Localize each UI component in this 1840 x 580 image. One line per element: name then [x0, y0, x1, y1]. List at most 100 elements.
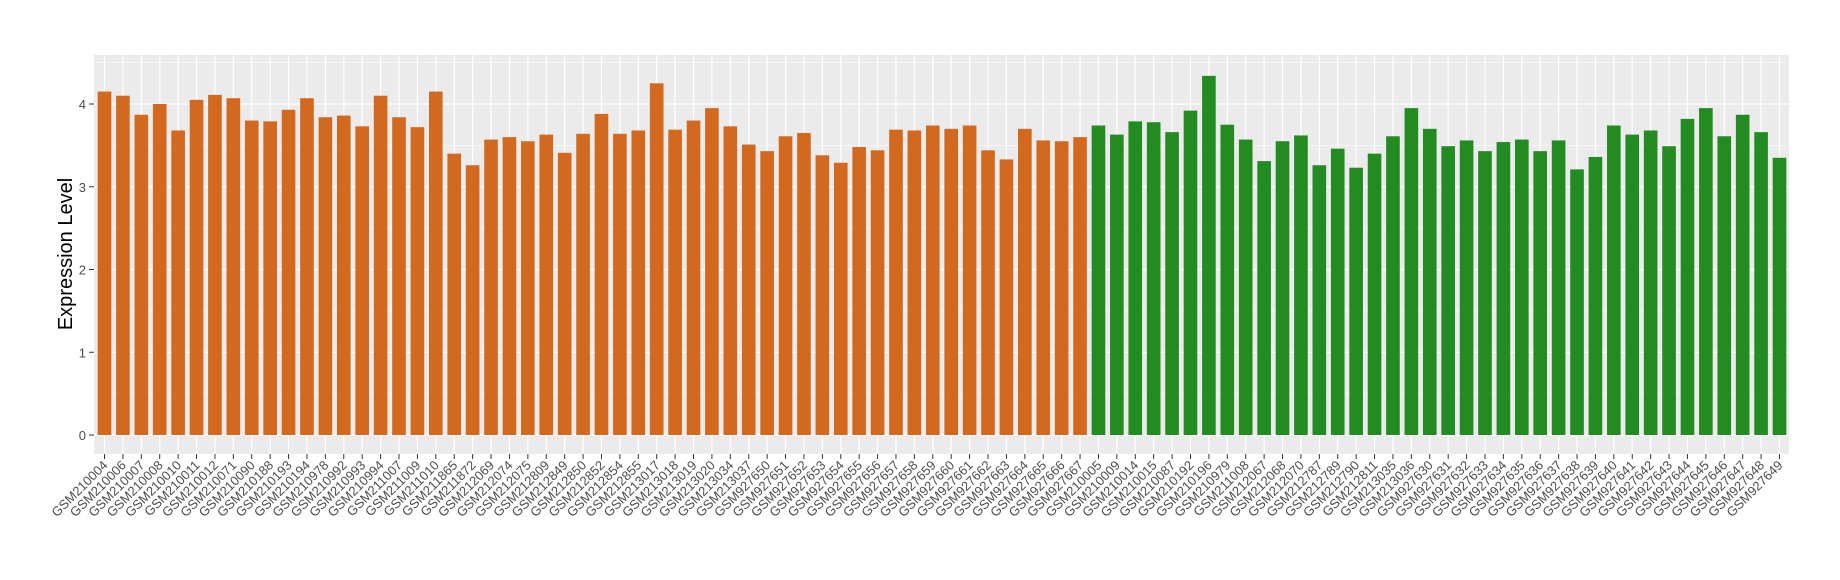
bar-GSM210196: [1202, 75, 1216, 436]
bar-GSM927667: [1073, 137, 1087, 435]
bar-GSM927647: [1735, 114, 1750, 435]
bar-GSM213017: [649, 83, 664, 435]
y-axis-title: Expression Level: [55, 178, 77, 330]
bar-GSM927653: [815, 155, 830, 435]
bar-GSM210009: [1110, 134, 1124, 435]
bar-GSM210005: [1091, 125, 1106, 435]
bar-GSM210979: [1220, 124, 1235, 435]
bar-GSM212854: [613, 133, 627, 436]
bar-GSM210090: [244, 120, 259, 436]
y-axis: 0 1 2 3 4: [79, 97, 94, 443]
bar-GSM213034: [723, 126, 738, 435]
bar-GSM210188: [263, 121, 277, 435]
bar-GSM927634: [1496, 142, 1511, 435]
bar-GSM927662: [981, 150, 995, 435]
bar-GSM927635: [1514, 139, 1529, 435]
bar-GSM211007: [392, 117, 406, 436]
bar-GSM927666: [1054, 141, 1069, 436]
bar-GSM927640: [1607, 125, 1621, 435]
bar-GSM927656: [870, 150, 885, 435]
bar-GSM212852: [594, 113, 609, 436]
bar-GSM212811: [1367, 153, 1382, 435]
bar-GSM212855: [631, 130, 646, 436]
bar-GSM212075: [521, 141, 535, 436]
bar-GSM927654: [833, 162, 848, 435]
bar-GSM212068: [1275, 141, 1290, 436]
bar-GSM213037: [741, 144, 756, 436]
bar-GSM210994: [373, 95, 388, 435]
bar-GSM210008: [152, 104, 167, 435]
bar-GSM210015: [1146, 122, 1161, 435]
bar-GSM210010: [171, 130, 185, 436]
bar-GSM927659: [925, 125, 940, 435]
bar-GSM213035: [1386, 136, 1400, 435]
bar-GSM927652: [797, 132, 811, 435]
bar-GSM212849: [557, 152, 572, 435]
bar-GSM210007: [134, 114, 149, 435]
bar-GSM927650: [760, 151, 774, 436]
bar-GSM927661: [962, 125, 977, 435]
bar-GSM927648: [1754, 132, 1768, 435]
bar-GSM211008: [1238, 139, 1253, 435]
bar-GSM213036: [1404, 108, 1419, 435]
bar-GSM210993: [355, 126, 370, 435]
bar-GSM927657: [889, 129, 903, 435]
bar-GSM927636: [1533, 151, 1548, 436]
bar-GSM211009: [410, 127, 425, 436]
bar-GSM213020: [705, 108, 719, 435]
bar-GSM212074: [502, 137, 517, 435]
x-axis: GSM210004GSM210006GSM210007GSM210008GSM2…: [48, 454, 1786, 520]
bar-GSM927646: [1717, 136, 1732, 435]
bar-GSM927642: [1643, 130, 1658, 436]
bar-GSM212789: [1330, 148, 1345, 435]
bar-GSM210012: [208, 94, 222, 436]
y-tick-label: 1: [79, 345, 86, 360]
bar-GSM211865: [447, 153, 462, 435]
y-tick-label: 2: [79, 263, 86, 278]
bar-GSM927665: [1036, 140, 1051, 435]
bar-GSM927645: [1699, 108, 1713, 435]
bar-GSM210194: [300, 98, 314, 436]
bar-GSM210014: [1128, 121, 1143, 435]
bar-GSM211872: [465, 165, 480, 436]
bar-GSM212809: [539, 134, 554, 435]
bar-GSM927641: [1625, 134, 1640, 435]
bar-GSM212070: [1294, 135, 1308, 435]
bar-GSM210004: [97, 91, 112, 436]
bar-GSM927663: [999, 159, 1014, 435]
bar-GSM210011: [189, 99, 204, 436]
bar-GSM927658: [907, 130, 922, 436]
bar-GSM212790: [1349, 167, 1363, 435]
bar-GSM927631: [1441, 146, 1455, 435]
bar-GSM210193: [281, 109, 296, 435]
bar-GSM927637: [1551, 140, 1566, 435]
bar-GSM212069: [484, 139, 498, 435]
bar-GSM212850: [576, 133, 590, 436]
bar-GSM212787: [1312, 165, 1327, 436]
bar-GSM927643: [1662, 146, 1676, 435]
bar-GSM927633: [1478, 151, 1492, 436]
bar-GSM927632: [1459, 140, 1474, 435]
bar-GSM210992: [336, 115, 351, 436]
bar-GSM210978: [318, 117, 333, 436]
bar-GSM210087: [1165, 132, 1179, 435]
y-tick-label: 0: [79, 428, 86, 443]
y-tick-label: 4: [79, 97, 86, 112]
bar-GSM211010: [429, 91, 443, 436]
bar-GSM213019: [686, 120, 701, 436]
bars-group: [97, 75, 1787, 436]
bar-GSM927639: [1588, 156, 1603, 435]
bar-GSM927630: [1422, 128, 1437, 435]
bar-GSM210192: [1183, 110, 1198, 436]
bar-GSM210006: [116, 95, 130, 435]
bar-GSM927649: [1772, 157, 1787, 435]
bar-GSM927644: [1680, 118, 1695, 436]
bar-GSM210071: [226, 98, 241, 436]
bar-GSM927651: [778, 136, 793, 435]
bar-GSM927664: [1018, 128, 1032, 435]
bar-GSM927660: [944, 128, 959, 435]
y-tick-label: 3: [79, 180, 86, 195]
bar-GSM927638: [1570, 169, 1584, 435]
bar-GSM927655: [852, 147, 866, 435]
